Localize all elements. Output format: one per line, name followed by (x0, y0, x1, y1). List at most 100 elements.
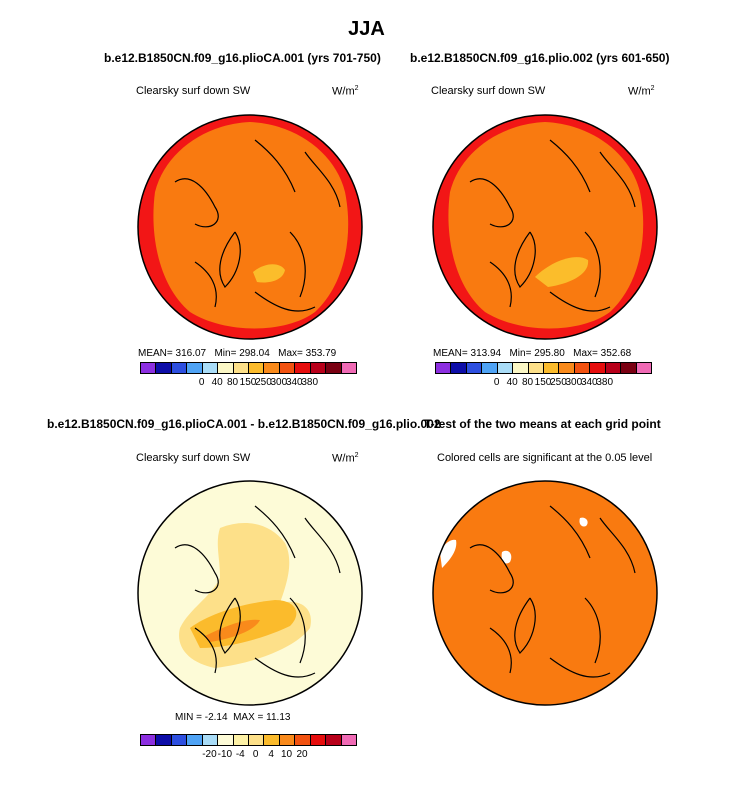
colorbar-swatch (186, 734, 203, 746)
colorbar-tick-label: 380 (301, 377, 319, 388)
panel1-coastlines (174, 139, 341, 312)
panel2-field-label: Clearsky surf down SW (431, 85, 546, 97)
colorbar-swatch (294, 734, 311, 746)
colorbar-swatch (263, 362, 280, 374)
colorbar-swatch (140, 734, 157, 746)
colorbar-tick-label: 340 (285, 377, 303, 388)
colorbar-swatch (340, 362, 357, 374)
colorbar-swatch (294, 362, 311, 374)
panel4-field-label: Colored cells are significant at the 0.0… (437, 452, 653, 464)
colorbar-swatch (232, 734, 249, 746)
colorbar-tick-label: 40 (506, 377, 518, 388)
colorbar-swatch (170, 362, 188, 374)
panel1-high-patch (253, 264, 285, 283)
panel2-stats: MEAN= 313.94 Min= 295.80 Max= 352.68 (433, 348, 632, 359)
colorbar-swatch (465, 362, 483, 374)
panel3-field-label: Clearsky surf down SW (136, 452, 251, 464)
colorbar-swatch (435, 362, 452, 374)
panel2-inner-field (448, 122, 644, 329)
colorbar-swatch (278, 362, 296, 374)
colorbar-swatch (186, 362, 203, 374)
panel1-units: W/m2 (332, 85, 359, 98)
colorbar-swatch (512, 362, 529, 374)
colorbar-tick-label: 250 (255, 377, 272, 388)
colorbar-swatch (217, 362, 234, 374)
colorbar-swatch (496, 362, 514, 374)
colorbar-tick-label: 380 (596, 377, 614, 388)
colorbar-swatch (309, 734, 327, 746)
colorbar-tick-label: 0 (493, 377, 500, 388)
panel3-stats: MIN = -2.14 MAX = 11.13 (175, 712, 291, 723)
colorbar-swatch (543, 362, 560, 374)
panel2-map-border (432, 114, 658, 340)
panel2-title: b.e12.B1850CN.f09_g16.plio.002 (yrs 601-… (410, 51, 670, 65)
panel1-map-border (137, 114, 363, 340)
colorbar-swatch (340, 734, 357, 746)
colorbar-swatch (635, 362, 652, 374)
panel2-map (432, 114, 658, 340)
colorbar-swatch (155, 362, 172, 374)
panel4-nonsignificant-patch-3 (579, 517, 588, 527)
colorbar-swatch (201, 362, 219, 374)
colorbar-tick-label: 4 (268, 749, 274, 760)
panel3-map-border (137, 480, 363, 706)
page-title: JJA (348, 18, 385, 40)
colorbar-tick-label: 340 (580, 377, 598, 388)
colorbar-tick-label: 40 (211, 377, 223, 388)
colorbar-swatch (155, 734, 172, 746)
colorbar-swatch (309, 362, 327, 374)
panel3-colorbar: -20 -10 -4 0 4 10 20 (140, 734, 357, 760)
colorbar-swatch (604, 362, 622, 374)
colorbar-tick-label: 250 (550, 377, 567, 388)
colorbar-tick-label: 300 (565, 377, 583, 388)
colorbar-swatch (170, 734, 188, 746)
colorbar-swatch (248, 362, 265, 374)
colorbar-swatch (481, 362, 498, 374)
panel1-inner-field (153, 122, 349, 329)
panel1-field-label: Clearsky surf down SW (136, 85, 251, 97)
colorbar-swatch (450, 362, 467, 374)
colorbar-swatch (527, 362, 544, 374)
panel4-significant-field (433, 481, 657, 705)
colorbar-swatch (201, 734, 219, 746)
panel4-coastlines (469, 505, 636, 678)
panel2-colorbar: 0 40 80 150 250 300 340 380 (435, 362, 652, 388)
panel3-map (137, 480, 363, 706)
colorbar-swatch (573, 362, 591, 374)
panel2-high-patch (535, 257, 589, 287)
colorbar-swatch (278, 734, 296, 746)
panel1-title: b.e12.B1850CN.f09_g16.plioCA.001 (yrs 70… (104, 51, 381, 65)
colorbar-tick-label: 150 (239, 377, 257, 388)
colorbar-swatch (263, 734, 280, 746)
colorbar-tick-label: 300 (270, 377, 288, 388)
colorbar-swatch (140, 362, 157, 374)
colorbar-tick-label: 0 (198, 377, 205, 388)
panel2-units: W/m2 (628, 85, 655, 98)
panel4-map-border (432, 480, 658, 706)
panel1-map (137, 114, 363, 340)
panel1-colorbar: 0 40 80 150 250 300 340 380 (140, 362, 357, 388)
colorbar-tick-label: 150 (534, 377, 552, 388)
colorbar-swatch (589, 362, 606, 374)
panel2-coastlines (469, 139, 636, 312)
colorbar-tick-label: 0 (252, 749, 259, 760)
panel3-units: W/m2 (332, 452, 359, 465)
colorbar-swatch (620, 362, 637, 374)
panel4-map (432, 480, 658, 706)
panel3-title: b.e12.B1850CN.f09_g16.plioCA.001 - b.e12… (47, 417, 441, 431)
panel4-nonsignificant-patch-2 (501, 550, 512, 564)
colorbar-tick-label: 10 (281, 749, 293, 760)
colorbar-tick-label: 80 (522, 377, 534, 388)
panel3-peak-region (205, 619, 260, 642)
colorbar-tick-label: 20 (296, 749, 308, 760)
panel4-nonsignificant-patch-1 (440, 539, 457, 568)
panel4-title: T-test of the two means at each grid poi… (424, 417, 661, 431)
colorbar-swatch (217, 734, 234, 746)
colorbar-swatch (558, 362, 575, 374)
colorbar-tick-label: -10 (217, 749, 233, 760)
colorbar-swatch (232, 362, 249, 374)
colorbar-tick-label: -4 (235, 749, 245, 760)
colorbar-swatch (325, 734, 342, 746)
panel1-stats: MEAN= 316.07 Min= 298.04 Max= 353.79 (138, 348, 337, 359)
colorbar-swatch (248, 734, 265, 746)
